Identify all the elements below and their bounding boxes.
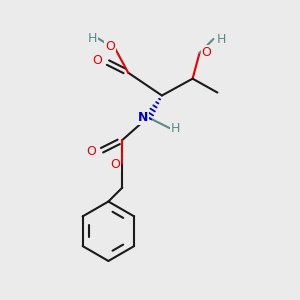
Text: H: H	[88, 32, 97, 44]
Text: O: O	[202, 46, 212, 59]
Text: O: O	[105, 40, 115, 53]
Text: O: O	[93, 54, 102, 67]
Text: O: O	[87, 146, 97, 158]
Text: N: N	[138, 111, 148, 124]
Text: H: H	[217, 32, 226, 46]
Text: O: O	[110, 158, 120, 171]
Text: H: H	[171, 122, 180, 135]
